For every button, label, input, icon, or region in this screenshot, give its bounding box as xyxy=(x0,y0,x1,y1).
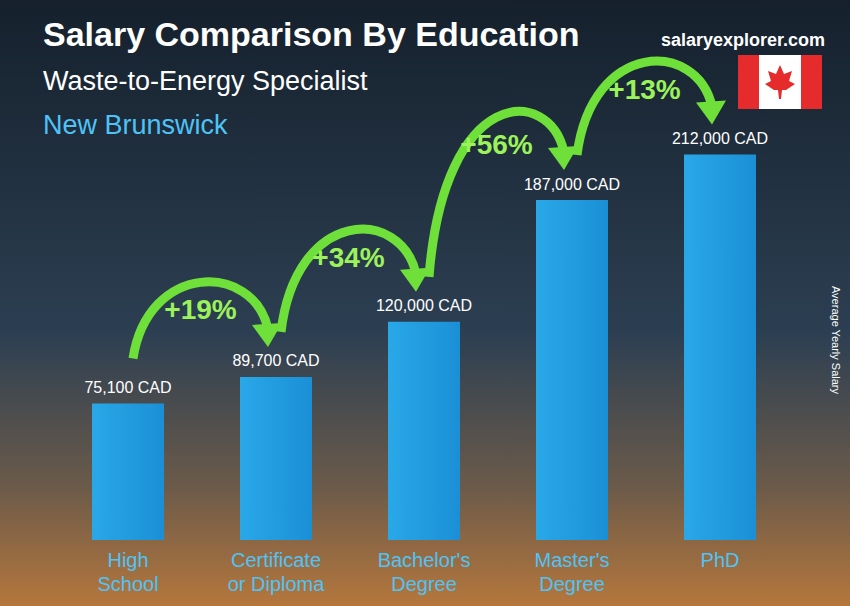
svg-text:or Diploma: or Diploma xyxy=(228,573,326,595)
svg-text:PhD: PhD xyxy=(701,549,740,571)
svg-text:Salary Comparison By Education: Salary Comparison By Education xyxy=(43,15,580,53)
svg-text:High: High xyxy=(107,549,148,571)
svg-text:Waste-to-Energy Specialist: Waste-to-Energy Specialist xyxy=(43,66,368,96)
svg-text:Average Yearly Salary: Average Yearly Salary xyxy=(830,286,842,395)
svg-text:Certificate: Certificate xyxy=(231,549,321,571)
svg-text:Bachelor's: Bachelor's xyxy=(378,549,471,571)
svg-text:Degree: Degree xyxy=(539,573,605,595)
svg-text:Degree: Degree xyxy=(391,573,457,595)
svg-text:89,700 CAD: 89,700 CAD xyxy=(232,352,319,369)
svg-text:212,000 CAD: 212,000 CAD xyxy=(672,130,768,147)
svg-text:+34%: +34% xyxy=(312,242,384,273)
svg-text:Master's: Master's xyxy=(535,549,610,571)
svg-text:School: School xyxy=(97,573,158,595)
svg-text:187,000 CAD: 187,000 CAD xyxy=(524,176,620,193)
svg-text:120,000 CAD: 120,000 CAD xyxy=(376,297,472,314)
svg-text:+19%: +19% xyxy=(164,294,236,325)
svg-text:+13%: +13% xyxy=(608,74,680,105)
svg-text:salaryexplorer.com: salaryexplorer.com xyxy=(661,30,825,50)
svg-text:+56%: +56% xyxy=(460,129,532,160)
svg-text:New Brunswick: New Brunswick xyxy=(43,110,228,140)
svg-text:75,100 CAD: 75,100 CAD xyxy=(84,379,171,396)
